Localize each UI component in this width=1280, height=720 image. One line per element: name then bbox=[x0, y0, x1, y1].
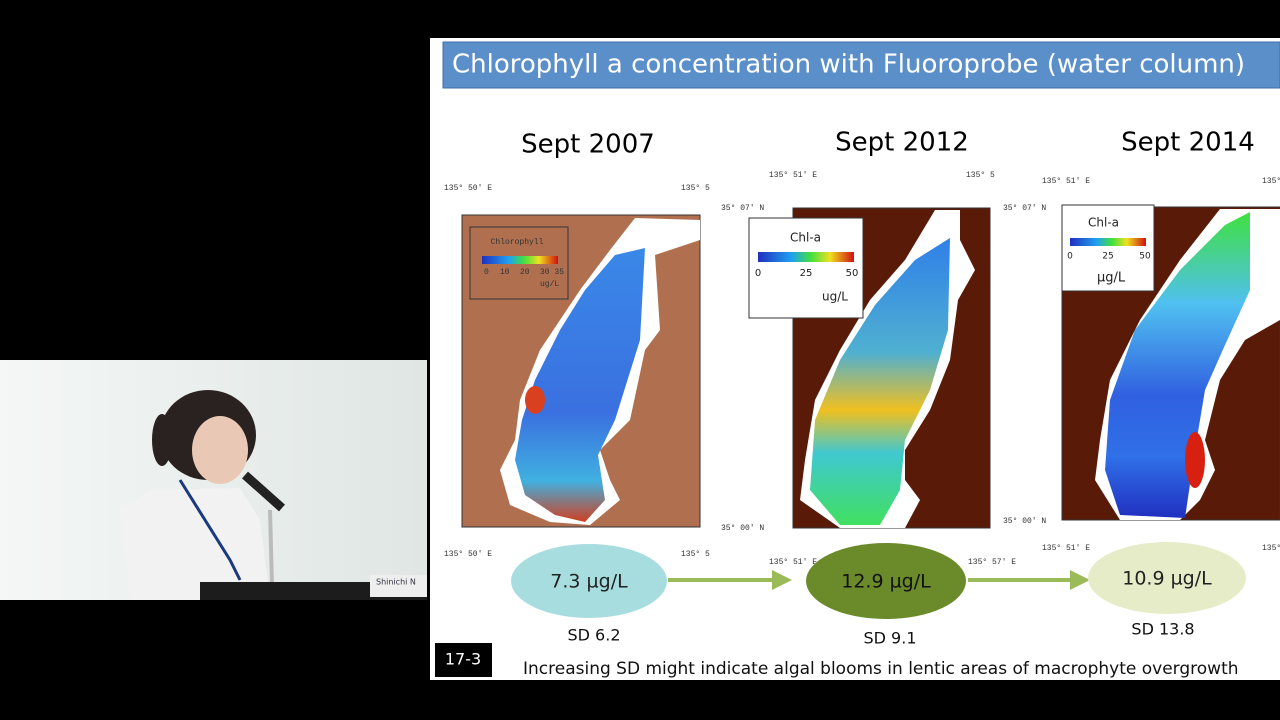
shape bbox=[810, 238, 950, 525]
coord-label: 35° 07′ N bbox=[721, 204, 764, 213]
shape bbox=[482, 256, 558, 264]
legend-tick: 30 35 bbox=[540, 268, 564, 277]
map: Chl-a 0 25 50 ug/L 135° 51′ E 135° 5 135… bbox=[721, 171, 1016, 567]
sd-label: SD 13.8 bbox=[1131, 620, 1194, 639]
shape bbox=[525, 386, 545, 414]
legend-unit: µg/L bbox=[1097, 271, 1126, 286]
legend-tick: 25 bbox=[800, 268, 813, 279]
legend-tick: 10 bbox=[500, 268, 510, 277]
legend-tick: 50 bbox=[1139, 252, 1151, 262]
speaker-video: Shinichi N bbox=[0, 360, 427, 600]
shape bbox=[469, 226, 569, 300]
coord-label: 135° 51′ E bbox=[1042, 544, 1090, 553]
coord-label: 35° 00′ N bbox=[1003, 517, 1046, 526]
shape bbox=[178, 479, 242, 581]
legend-tick: 0 bbox=[755, 268, 761, 279]
shape bbox=[1105, 212, 1250, 518]
map: Chl-a 0 25 50 µg/L 135° 51′ E 135° 135° … bbox=[1003, 177, 1280, 553]
legend-tick: 25 bbox=[1102, 252, 1113, 262]
slide-number-box bbox=[435, 643, 492, 677]
shape bbox=[268, 509, 274, 586]
footnote: Increasing SD might indicate algal bloom… bbox=[523, 659, 1239, 679]
legend-tick: 0 bbox=[484, 268, 489, 277]
coord-label: 35° 00′ N bbox=[721, 524, 764, 533]
title-bar bbox=[442, 41, 1280, 89]
coord-label: 135° 5 bbox=[681, 184, 710, 193]
sd-label: SD 9.1 bbox=[863, 629, 916, 648]
mean-bubble bbox=[1088, 542, 1246, 614]
shape bbox=[1185, 432, 1205, 488]
mean-value: 10.9 µg/L bbox=[1122, 568, 1212, 590]
legend-title: Chl-a bbox=[1088, 216, 1119, 230]
coord-label: 35° 07′ N bbox=[1003, 204, 1046, 213]
sd-label: SD 6.2 bbox=[567, 626, 620, 645]
coord-label: 135° 50′ E bbox=[444, 184, 492, 193]
legend-title: Chlorophyll bbox=[491, 238, 544, 247]
shape bbox=[152, 414, 172, 466]
slide-title: Chlorophyll a concentration with Fluorop… bbox=[452, 50, 1245, 80]
legend-tick: 0 bbox=[1067, 252, 1073, 262]
shape bbox=[515, 248, 645, 522]
coord-label: 135° 57′ E bbox=[968, 558, 1016, 567]
nameplate: Shinichi N bbox=[376, 578, 416, 587]
mean-value: 7.3 µg/L bbox=[550, 571, 628, 593]
coord-label: 135° 51′ E bbox=[769, 558, 817, 567]
coord-label: 135° bbox=[1262, 177, 1280, 186]
panel-label: Sept 2014 bbox=[1121, 128, 1255, 158]
shape bbox=[192, 416, 248, 484]
shape bbox=[748, 217, 864, 319]
coord-label: 135° 51′ E bbox=[769, 171, 817, 180]
legend-unit: ug/L bbox=[822, 290, 848, 304]
mean-value: 12.9 µg/L bbox=[841, 571, 931, 593]
mean-bubble bbox=[806, 543, 966, 619]
legend-title: Chl-a bbox=[790, 231, 821, 245]
coord-label: 135° 50′ E bbox=[444, 550, 492, 559]
legend-tick: 50 bbox=[846, 268, 859, 279]
mean-bubble bbox=[511, 544, 667, 618]
shape bbox=[758, 252, 854, 262]
slide-number: 17-3 bbox=[445, 650, 481, 669]
coord-label: 135° 51′ E bbox=[1042, 177, 1090, 186]
panel-label: Sept 2012 bbox=[835, 128, 969, 158]
shape bbox=[120, 488, 270, 600]
shape bbox=[1070, 238, 1146, 246]
shape bbox=[242, 471, 285, 512]
coord-label: 135° 5 bbox=[681, 550, 710, 559]
legend-unit: ug/L bbox=[540, 280, 559, 289]
coord-label: 135° bbox=[1262, 544, 1280, 553]
shape bbox=[370, 575, 427, 597]
shape bbox=[1061, 204, 1155, 292]
legend-tick: 20 bbox=[520, 268, 530, 277]
map: Chlorophyll 0 10 20 30 35 ug/L 135° 50′ … bbox=[444, 184, 710, 559]
coord-label: 135° 5 bbox=[966, 171, 995, 180]
panel-label: Sept 2007 bbox=[521, 130, 655, 160]
